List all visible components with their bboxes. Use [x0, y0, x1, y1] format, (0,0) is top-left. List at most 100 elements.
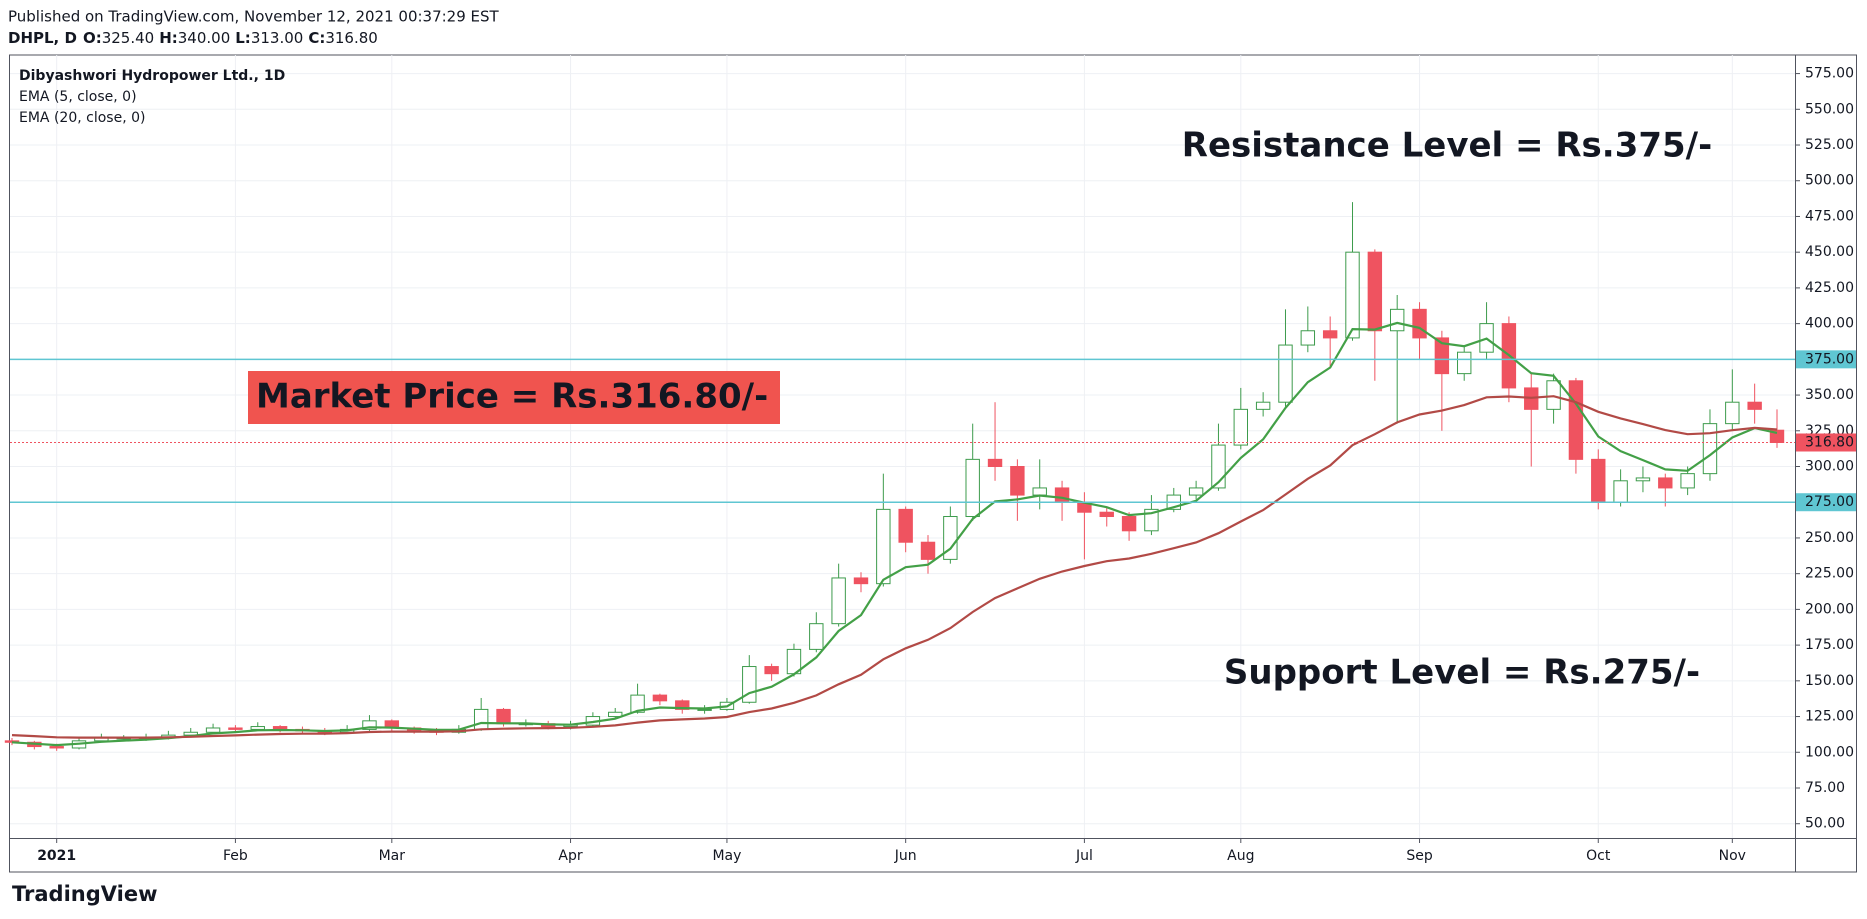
x-tick-label: Jul: [1075, 848, 1093, 864]
candle-body: [1300, 330, 1316, 346]
candle-body: [1054, 487, 1070, 503]
ohlc-key: L:: [235, 29, 251, 47]
candle-body: [1099, 511, 1114, 518]
candle-body: [608, 711, 623, 718]
candle-body: [1367, 251, 1383, 332]
candle-body: [1434, 337, 1450, 375]
candle-body: [1389, 308, 1405, 332]
candle-body: [630, 694, 645, 713]
ohlc-key: O:: [83, 29, 102, 47]
level-label-bg: [1796, 350, 1856, 369]
ohlc-header: DHPL, D O:325.40 H:340.00 L:313.00 C:316.80: [8, 29, 378, 47]
y-tick-label: 50.00: [1805, 816, 1845, 832]
support-annotation: Support Level = Rs.275/-: [1224, 653, 1700, 693]
level-label: 275.00: [1805, 494, 1854, 510]
candle-body: [1613, 480, 1628, 503]
y-tick-label: 75.00: [1805, 780, 1845, 796]
candle-body: [1702, 423, 1718, 475]
candle-body: [1322, 330, 1338, 339]
y-tick-label: 300.00: [1805, 459, 1854, 475]
market-price-box: [248, 371, 780, 424]
candle-body: [1144, 508, 1159, 532]
y-tick-label: 100.00: [1805, 744, 1854, 760]
candle-body: [1412, 308, 1427, 339]
candle-body: [1255, 401, 1271, 410]
legend-entry: EMA (5, close, 0): [19, 89, 137, 105]
y-tick-label: 175.00: [1805, 637, 1854, 653]
candle-body: [1032, 487, 1047, 496]
published: Published on TradingView.com, November 1…: [8, 8, 500, 26]
y-tick-label: 125.00: [1805, 709, 1854, 725]
ohlc-key: H:: [159, 29, 178, 47]
chart-title: Dibyashwori Hydropower Ltd., 1D: [19, 68, 285, 84]
candle-body: [1680, 473, 1695, 489]
ema-line: [11, 395, 1778, 739]
level-label: 375.00: [1805, 351, 1854, 367]
resistance-annotation: Resistance Level = Rs.375/-: [1182, 126, 1712, 166]
last-price-label: 316.80: [1805, 434, 1854, 450]
candle-body: [920, 541, 936, 560]
candle-body: [362, 720, 377, 730]
candle-body: [898, 508, 913, 543]
ohlc-value: 313.00: [251, 29, 304, 47]
symbol: DHPL, D: [8, 29, 77, 47]
y-tick-label: 475.00: [1805, 208, 1854, 224]
candle-body: [987, 458, 1003, 468]
candle-body: [473, 708, 489, 730]
y-tick-label: 250.00: [1805, 530, 1854, 546]
candle-body: [1188, 487, 1204, 496]
candle-body: [831, 577, 846, 625]
branding: TradingView: [12, 882, 157, 906]
candle-body: [1121, 516, 1137, 532]
y-tick-label: 450.00: [1805, 244, 1854, 260]
market-price-annotation: Market Price = Rs.316.80/-: [256, 377, 768, 417]
candle-body: [250, 726, 265, 730]
ohlc-value: 316.80: [325, 29, 378, 47]
x-tick-label: Mar: [379, 848, 406, 864]
y-tick-label: 525.00: [1805, 137, 1854, 153]
candle-body: [1233, 408, 1249, 446]
candle-body: [496, 708, 511, 725]
candle-body: [876, 508, 891, 585]
y-tick-label: 150.00: [1805, 673, 1854, 689]
x-tick-label: Apr: [558, 848, 582, 864]
x-tick-label: Nov: [1719, 848, 1746, 864]
x-tick-label: 2021: [37, 848, 76, 864]
candle-body: [1568, 380, 1584, 460]
ohlc-key: C:: [308, 29, 325, 47]
candle-body: [1658, 477, 1673, 489]
candle-body: [1591, 458, 1606, 503]
y-tick-label: 575.00: [1805, 66, 1854, 82]
ema-line: [11, 321, 1778, 747]
x-tick-label: Jun: [894, 848, 917, 864]
x-tick-label: Aug: [1227, 848, 1254, 864]
ohlc-value: 325.40: [102, 29, 155, 47]
x-tick-label: May: [712, 848, 741, 864]
candle-body: [764, 666, 779, 675]
y-tick-label: 350.00: [1805, 387, 1854, 403]
candle-body: [965, 458, 980, 518]
candle-body: [228, 727, 243, 730]
candle-body: [1010, 466, 1025, 496]
candle-body: [1725, 401, 1740, 425]
ohlc-value: 340.00: [178, 29, 231, 47]
candle-body: [1747, 401, 1762, 410]
candle-body: [1345, 251, 1360, 339]
y-tick-label: 500.00: [1805, 173, 1854, 189]
last-price-bg: [1796, 433, 1856, 452]
y-tick-label: 225.00: [1805, 566, 1854, 582]
candle-body: [809, 623, 824, 650]
y-tick-label: 550.00: [1805, 101, 1854, 117]
candle-body: [652, 694, 668, 702]
x-tick-label: Sep: [1406, 848, 1433, 864]
candle-body: [205, 727, 221, 733]
y-tick-label: 425.00: [1805, 280, 1854, 296]
legend-entry: EMA (20, close, 0): [19, 110, 145, 126]
candle-body: [943, 516, 958, 560]
candle-body: [1635, 477, 1651, 482]
candle-body: [1546, 380, 1561, 410]
level-label-bg: [1796, 493, 1856, 512]
candle-body: [742, 666, 757, 703]
